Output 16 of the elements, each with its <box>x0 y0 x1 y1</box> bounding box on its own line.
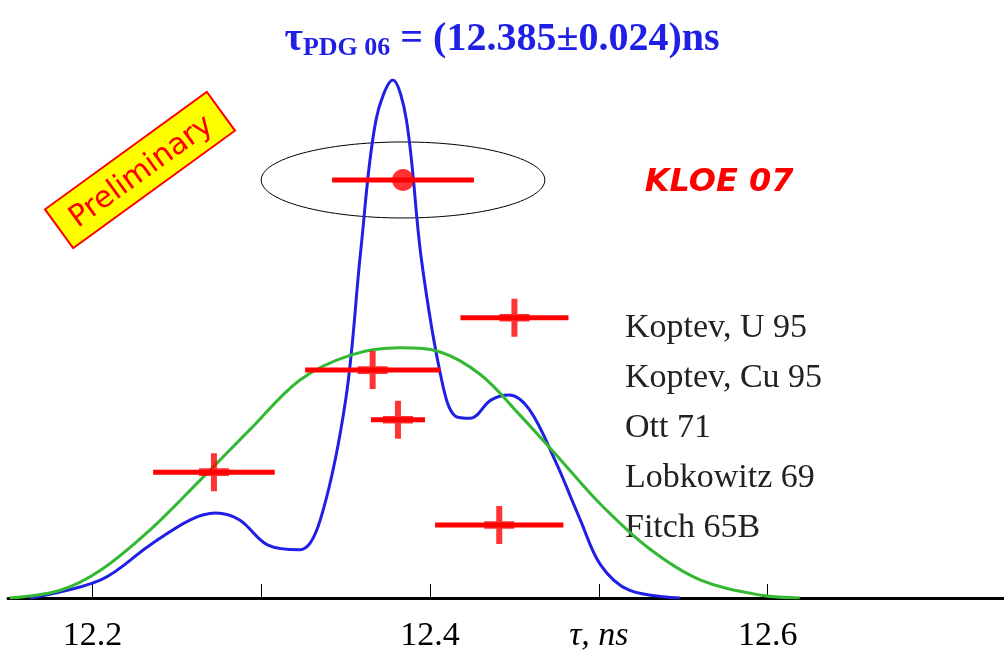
annotation: Koptev, Cu 95 <box>625 356 823 394</box>
point <box>357 351 388 390</box>
annotation: Koptev, U 95 <box>625 306 807 344</box>
x-tick-label: 12.6 <box>737 614 798 652</box>
x-axis-title: τ, ns <box>569 614 629 652</box>
point <box>382 400 413 439</box>
annotation: Fitch 65B <box>625 506 761 544</box>
text: KLOE 07 <box>644 160 795 199</box>
point <box>198 453 229 492</box>
annotation: Lobkowitz 69 <box>625 456 815 494</box>
x-tick-label: 12.4 <box>400 614 460 652</box>
point <box>484 505 515 544</box>
point <box>499 298 530 337</box>
point <box>392 168 415 191</box>
x-tick-label: 12.2 <box>62 614 123 652</box>
annotation: Ott 71 <box>625 406 711 444</box>
